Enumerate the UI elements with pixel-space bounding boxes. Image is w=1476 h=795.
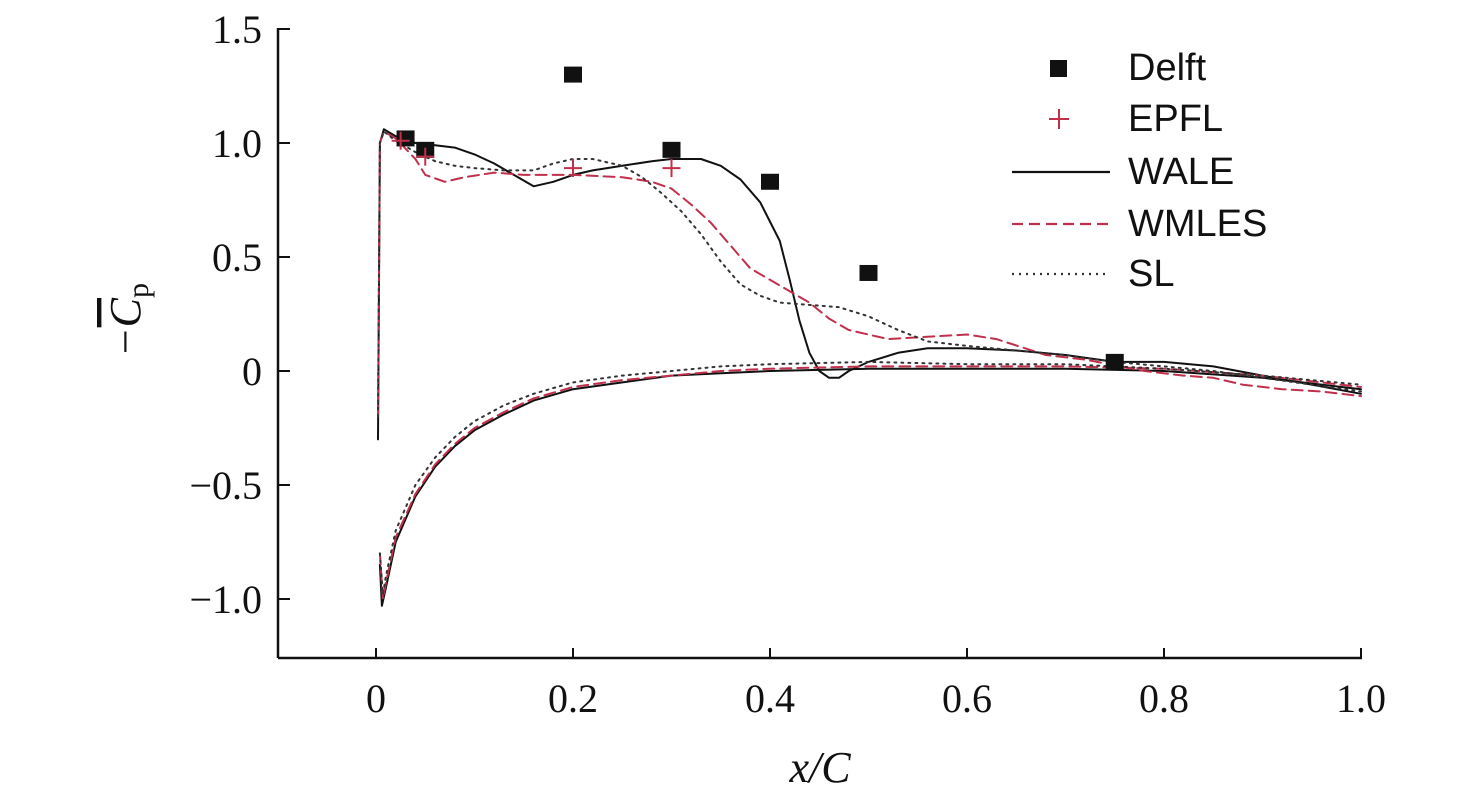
epfl-point (662, 159, 681, 178)
legend-label-sl: SL (1128, 253, 1174, 295)
x-tick-label: 0 (366, 676, 386, 721)
epfl-point (416, 147, 435, 166)
delft-point (662, 141, 681, 158)
x-tick-label: 0.8 (1139, 676, 1189, 721)
delft-point (1105, 353, 1124, 370)
y-tick-label: 0.5 (212, 235, 262, 280)
legend-label-epfl: EPFL (1128, 98, 1223, 140)
legend: Delft EPFL WALE WMLES SL (1012, 47, 1267, 295)
x-tick-label: 1.0 (1336, 676, 1386, 721)
delft-point (396, 130, 415, 147)
legend-label-wmles: WMLES (1128, 203, 1267, 245)
series-wmles-lower-line (378, 365, 1362, 600)
svg-text:−Cp: −Cp (101, 283, 155, 357)
y-tick-label: −1.0 (189, 577, 262, 622)
y-axis-label: −Cp (101, 283, 155, 357)
delft-point (564, 66, 582, 83)
y-tick-label: 0 (242, 349, 262, 394)
legend-label-wale: WALE (1128, 151, 1234, 193)
legend-label-delft: Delft (1128, 47, 1207, 89)
delft-point (761, 173, 779, 190)
y-tick-label: 1.5 (212, 7, 262, 52)
series-layer (377, 128, 1362, 607)
legend-marker-delft (1050, 60, 1067, 77)
y-axis-label-text: −Cp (101, 283, 155, 357)
markers-layer (391, 66, 1124, 370)
y-tick-label: −0.5 (189, 463, 262, 508)
x-tick-label: 0.2 (548, 676, 598, 721)
x-tick-label: 0.4 (745, 676, 795, 721)
series-sl-upper-line (377, 130, 1362, 418)
axes (276, 28, 1362, 660)
delft-point (859, 264, 878, 281)
y-tick-label: 1.0 (212, 121, 262, 166)
legend-marker-epfl (1049, 109, 1069, 129)
x-axis-label: x/C (788, 743, 851, 792)
epfl-point (391, 131, 410, 150)
epfl-point (564, 159, 582, 178)
ticks: 0 0.2 0.4 0.6 0.8 1.0 1.5 1.0 0.5 0 −0.5 −1.0 (189, 7, 1386, 721)
series-wmles-upper-line (377, 130, 1362, 418)
series-wale-lower-line (378, 367, 1362, 607)
series-sl-lower-line (378, 360, 1362, 596)
x-tick-label: 0.6 (942, 676, 992, 721)
